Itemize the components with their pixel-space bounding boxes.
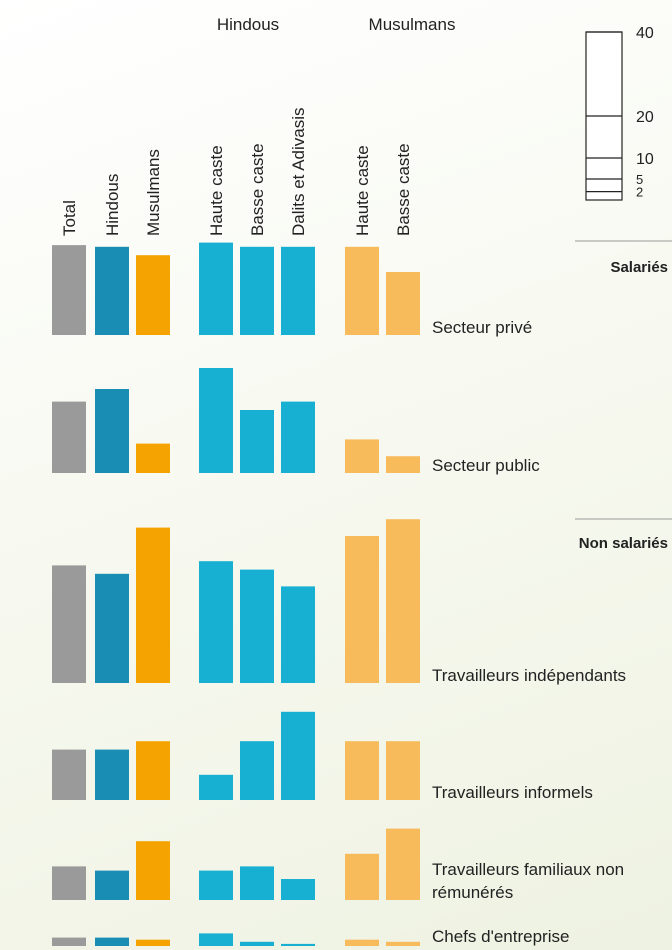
bar bbox=[95, 749, 129, 800]
bar bbox=[199, 368, 233, 473]
row-label: Travailleurs informels bbox=[432, 783, 593, 802]
bar bbox=[386, 272, 420, 335]
scale-tick-label: 5 bbox=[636, 172, 643, 187]
bar bbox=[240, 246, 274, 335]
bar bbox=[52, 749, 86, 800]
bar bbox=[95, 937, 129, 946]
section-label: Non salariés bbox=[579, 535, 668, 552]
bar bbox=[136, 527, 170, 683]
bar bbox=[52, 866, 86, 900]
bar bbox=[95, 246, 129, 335]
bar bbox=[345, 741, 379, 800]
category-label: Dalits et Adivasis bbox=[289, 108, 308, 237]
group-label: Musulmans bbox=[369, 15, 456, 34]
row-label: Travailleurs indépendants bbox=[432, 666, 627, 685]
bar bbox=[136, 255, 170, 335]
row-label: Secteur privé bbox=[432, 318, 533, 337]
bar bbox=[386, 941, 420, 946]
bar bbox=[386, 741, 420, 800]
scale-tick-label: 2 bbox=[636, 185, 643, 200]
bar bbox=[345, 439, 379, 473]
bar bbox=[240, 941, 274, 946]
bar bbox=[199, 561, 233, 683]
category-label: Hindous bbox=[103, 174, 122, 236]
bar bbox=[95, 389, 129, 473]
bar bbox=[199, 774, 233, 800]
scale-tick-label: 20 bbox=[636, 109, 654, 126]
bar bbox=[52, 565, 86, 683]
category-label: Haute caste bbox=[207, 145, 226, 236]
bar bbox=[281, 943, 315, 946]
bar bbox=[386, 519, 420, 683]
scale-tick-label: 40 bbox=[636, 25, 654, 42]
bar bbox=[240, 741, 274, 800]
bar bbox=[345, 853, 379, 900]
category-label: Haute caste bbox=[353, 145, 372, 236]
bar bbox=[136, 443, 170, 473]
bar bbox=[52, 245, 86, 335]
row-label: Chefs d'entreprise bbox=[432, 927, 570, 946]
bar bbox=[136, 741, 170, 800]
category-label: Musulmans bbox=[144, 149, 163, 236]
bar bbox=[345, 536, 379, 683]
bar bbox=[95, 870, 129, 900]
bar bbox=[281, 401, 315, 473]
group-label: Hindous bbox=[217, 15, 279, 34]
bar bbox=[240, 410, 274, 473]
bar bbox=[136, 841, 170, 900]
bar bbox=[281, 246, 315, 335]
bar bbox=[95, 573, 129, 683]
bar bbox=[345, 246, 379, 335]
bar bbox=[386, 828, 420, 900]
category-label: Basse caste bbox=[248, 143, 267, 236]
bar bbox=[136, 939, 170, 946]
section-label: Salariés bbox=[610, 259, 668, 276]
bar bbox=[52, 401, 86, 473]
bar bbox=[52, 937, 86, 946]
category-label: Total bbox=[60, 200, 79, 236]
row-label: Secteur public bbox=[432, 456, 540, 475]
bar bbox=[199, 933, 233, 946]
scale-tick-label: 10 bbox=[636, 151, 654, 168]
row-label: Travailleurs familiaux non rémunérés bbox=[432, 860, 625, 902]
bar bbox=[199, 870, 233, 900]
bar bbox=[281, 586, 315, 683]
bar bbox=[281, 879, 315, 900]
bar bbox=[240, 866, 274, 900]
bar bbox=[386, 456, 420, 473]
bar bbox=[199, 242, 233, 335]
category-label: Basse caste bbox=[394, 143, 413, 236]
bar bbox=[281, 711, 315, 800]
bar bbox=[240, 569, 274, 683]
bar bbox=[345, 939, 379, 946]
